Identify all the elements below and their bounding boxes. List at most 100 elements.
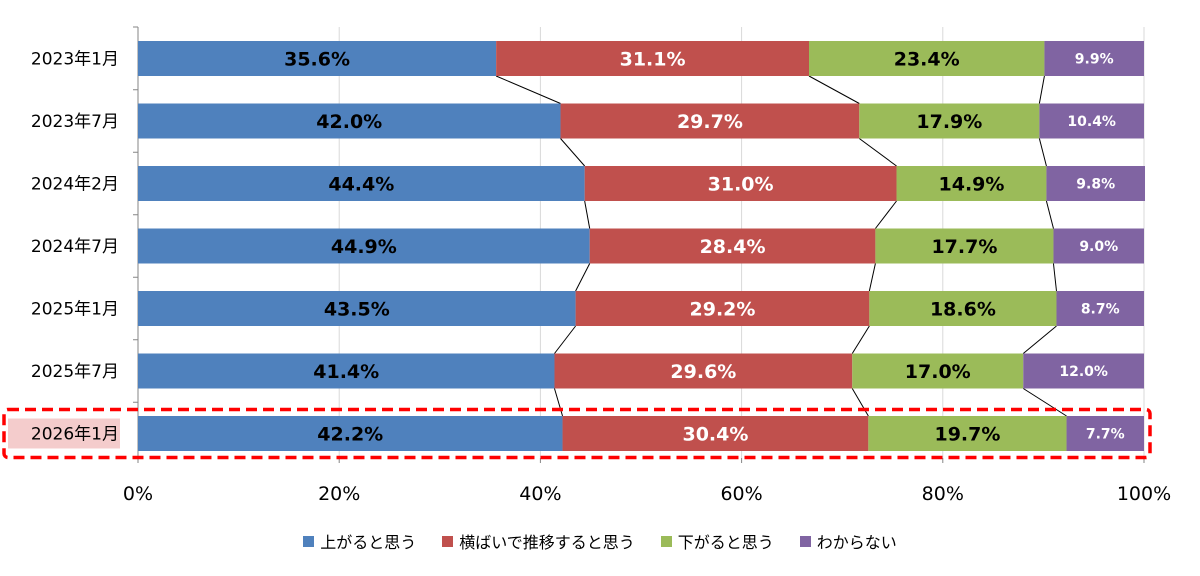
series-line xyxy=(875,200,897,229)
data-label: 17.7% xyxy=(931,236,997,258)
legend-swatch xyxy=(303,535,315,547)
series-line xyxy=(575,263,591,292)
x-tick-label: 60% xyxy=(720,483,762,505)
series-line xyxy=(851,325,870,354)
data-label: 29.2% xyxy=(690,299,756,321)
x-axis-tick-labels: 0% 20% 40% 60% 80% 100% xyxy=(123,483,1171,505)
bar-segment xyxy=(496,41,810,76)
series-line xyxy=(1038,75,1045,104)
series-line xyxy=(808,75,860,104)
data-label: 42.2% xyxy=(317,424,383,446)
data-labels: 35.6% 31.1% 23.4% 9.9% 42.0% 29.7% 17.9% 10.4% 4… xyxy=(284,49,1125,446)
series-line xyxy=(1052,263,1057,292)
bar-segment xyxy=(852,353,1024,389)
data-label: 12.0% xyxy=(1059,364,1108,380)
category-label: 2024年7月 xyxy=(31,237,119,257)
series-line xyxy=(1022,325,1057,354)
series-line xyxy=(1023,388,1067,417)
data-label: 9.8% xyxy=(1076,177,1115,193)
x-tick-label: 0% xyxy=(123,483,153,505)
series-line xyxy=(554,325,577,354)
data-label: 35.6% xyxy=(284,49,350,71)
bar-segment xyxy=(875,228,1054,264)
legend-swatch xyxy=(799,535,811,547)
bar-segment xyxy=(1046,166,1146,201)
data-label: 29.7% xyxy=(677,111,743,133)
data-label: 23.4% xyxy=(894,49,960,71)
series-line xyxy=(560,138,586,167)
data-label: 7.7% xyxy=(1086,427,1125,443)
highlight-label-background xyxy=(8,418,120,449)
bar-segment xyxy=(1053,228,1144,264)
series-line xyxy=(1038,138,1047,167)
data-label: 9.9% xyxy=(1075,52,1114,68)
data-label: 42.0% xyxy=(316,111,382,133)
category-label: 2023年1月 xyxy=(31,50,119,70)
legend-item: 横ばいで推移すると思う xyxy=(442,529,635,553)
series-line xyxy=(851,388,869,417)
bar-segment xyxy=(859,103,1040,139)
category-label: 2024年2月 xyxy=(31,175,119,195)
category-label: 2025年1月 xyxy=(31,300,119,320)
bar-segment xyxy=(138,166,585,201)
category-label: 2026年1月 xyxy=(31,425,119,445)
x-tick-label: 20% xyxy=(318,483,360,505)
series-line xyxy=(1045,200,1054,229)
legend-swatch xyxy=(442,535,454,547)
data-label: 44.4% xyxy=(328,174,394,196)
series-connector-lines xyxy=(495,75,1067,417)
legend-item: 上がると思う xyxy=(303,529,416,553)
bar-segment xyxy=(1044,41,1144,76)
x-tick-label: 100% xyxy=(1117,483,1171,505)
bar-segment xyxy=(138,353,555,389)
data-label: 8.7% xyxy=(1081,302,1120,318)
series-line xyxy=(868,263,876,292)
bar-segment xyxy=(869,291,1057,326)
data-label: 19.7% xyxy=(934,424,1000,446)
series-line xyxy=(495,75,561,104)
data-label: 9.0% xyxy=(1079,239,1118,255)
legend-swatch xyxy=(660,535,672,547)
highlight-frame xyxy=(2,407,1152,460)
data-label: 17.9% xyxy=(916,111,982,133)
bar-segment xyxy=(138,103,561,139)
bar-segment xyxy=(868,416,1067,451)
legend-item: 下がると思う xyxy=(660,529,774,553)
data-label: 10.4% xyxy=(1067,114,1116,130)
category-labels: 2023年1月 2023年7月 2024年2月 2024年7月 2025年1月 2025年… xyxy=(8,50,120,449)
data-label: 29.6% xyxy=(670,361,736,383)
legend-label: 横ばいで推移すると思う xyxy=(459,533,635,552)
data-label: 28.4% xyxy=(700,236,766,258)
bar-segment xyxy=(562,416,869,451)
data-label: 18.6% xyxy=(930,299,996,321)
data-label: 31.0% xyxy=(708,174,774,196)
series-line xyxy=(584,200,591,229)
data-label: 14.9% xyxy=(939,174,1005,196)
bar-segment xyxy=(138,41,497,76)
legend: 上がると思う 横ばいで推移すると思う 下がると思う わからない xyxy=(0,528,1200,554)
category-label: 2023年7月 xyxy=(31,112,119,132)
data-label: 30.4% xyxy=(682,424,748,446)
data-label: 31.1% xyxy=(620,49,686,71)
data-label: 41.4% xyxy=(313,361,379,383)
legend-label: わからない xyxy=(816,533,897,552)
legend-label: 下がると思う xyxy=(677,533,774,552)
legend-label: 上がると思う xyxy=(320,533,417,552)
data-label: 44.9% xyxy=(331,236,397,258)
bar-segment xyxy=(584,166,897,201)
bar-segment xyxy=(138,416,563,451)
bar-segment xyxy=(138,291,576,326)
series-line xyxy=(859,138,897,167)
bar-segment xyxy=(1039,103,1144,139)
bars xyxy=(138,41,1146,451)
bar-segment xyxy=(589,228,876,264)
bar-segment xyxy=(138,228,590,264)
legend-item: わからない xyxy=(799,529,897,553)
data-label: 17.0% xyxy=(905,361,971,383)
bar-segment xyxy=(554,353,853,389)
category-label: 2025年7月 xyxy=(31,362,119,382)
highlight-dashed-frame xyxy=(2,407,1152,460)
bar-segment xyxy=(1066,416,1144,451)
bar-segment xyxy=(809,41,1045,76)
